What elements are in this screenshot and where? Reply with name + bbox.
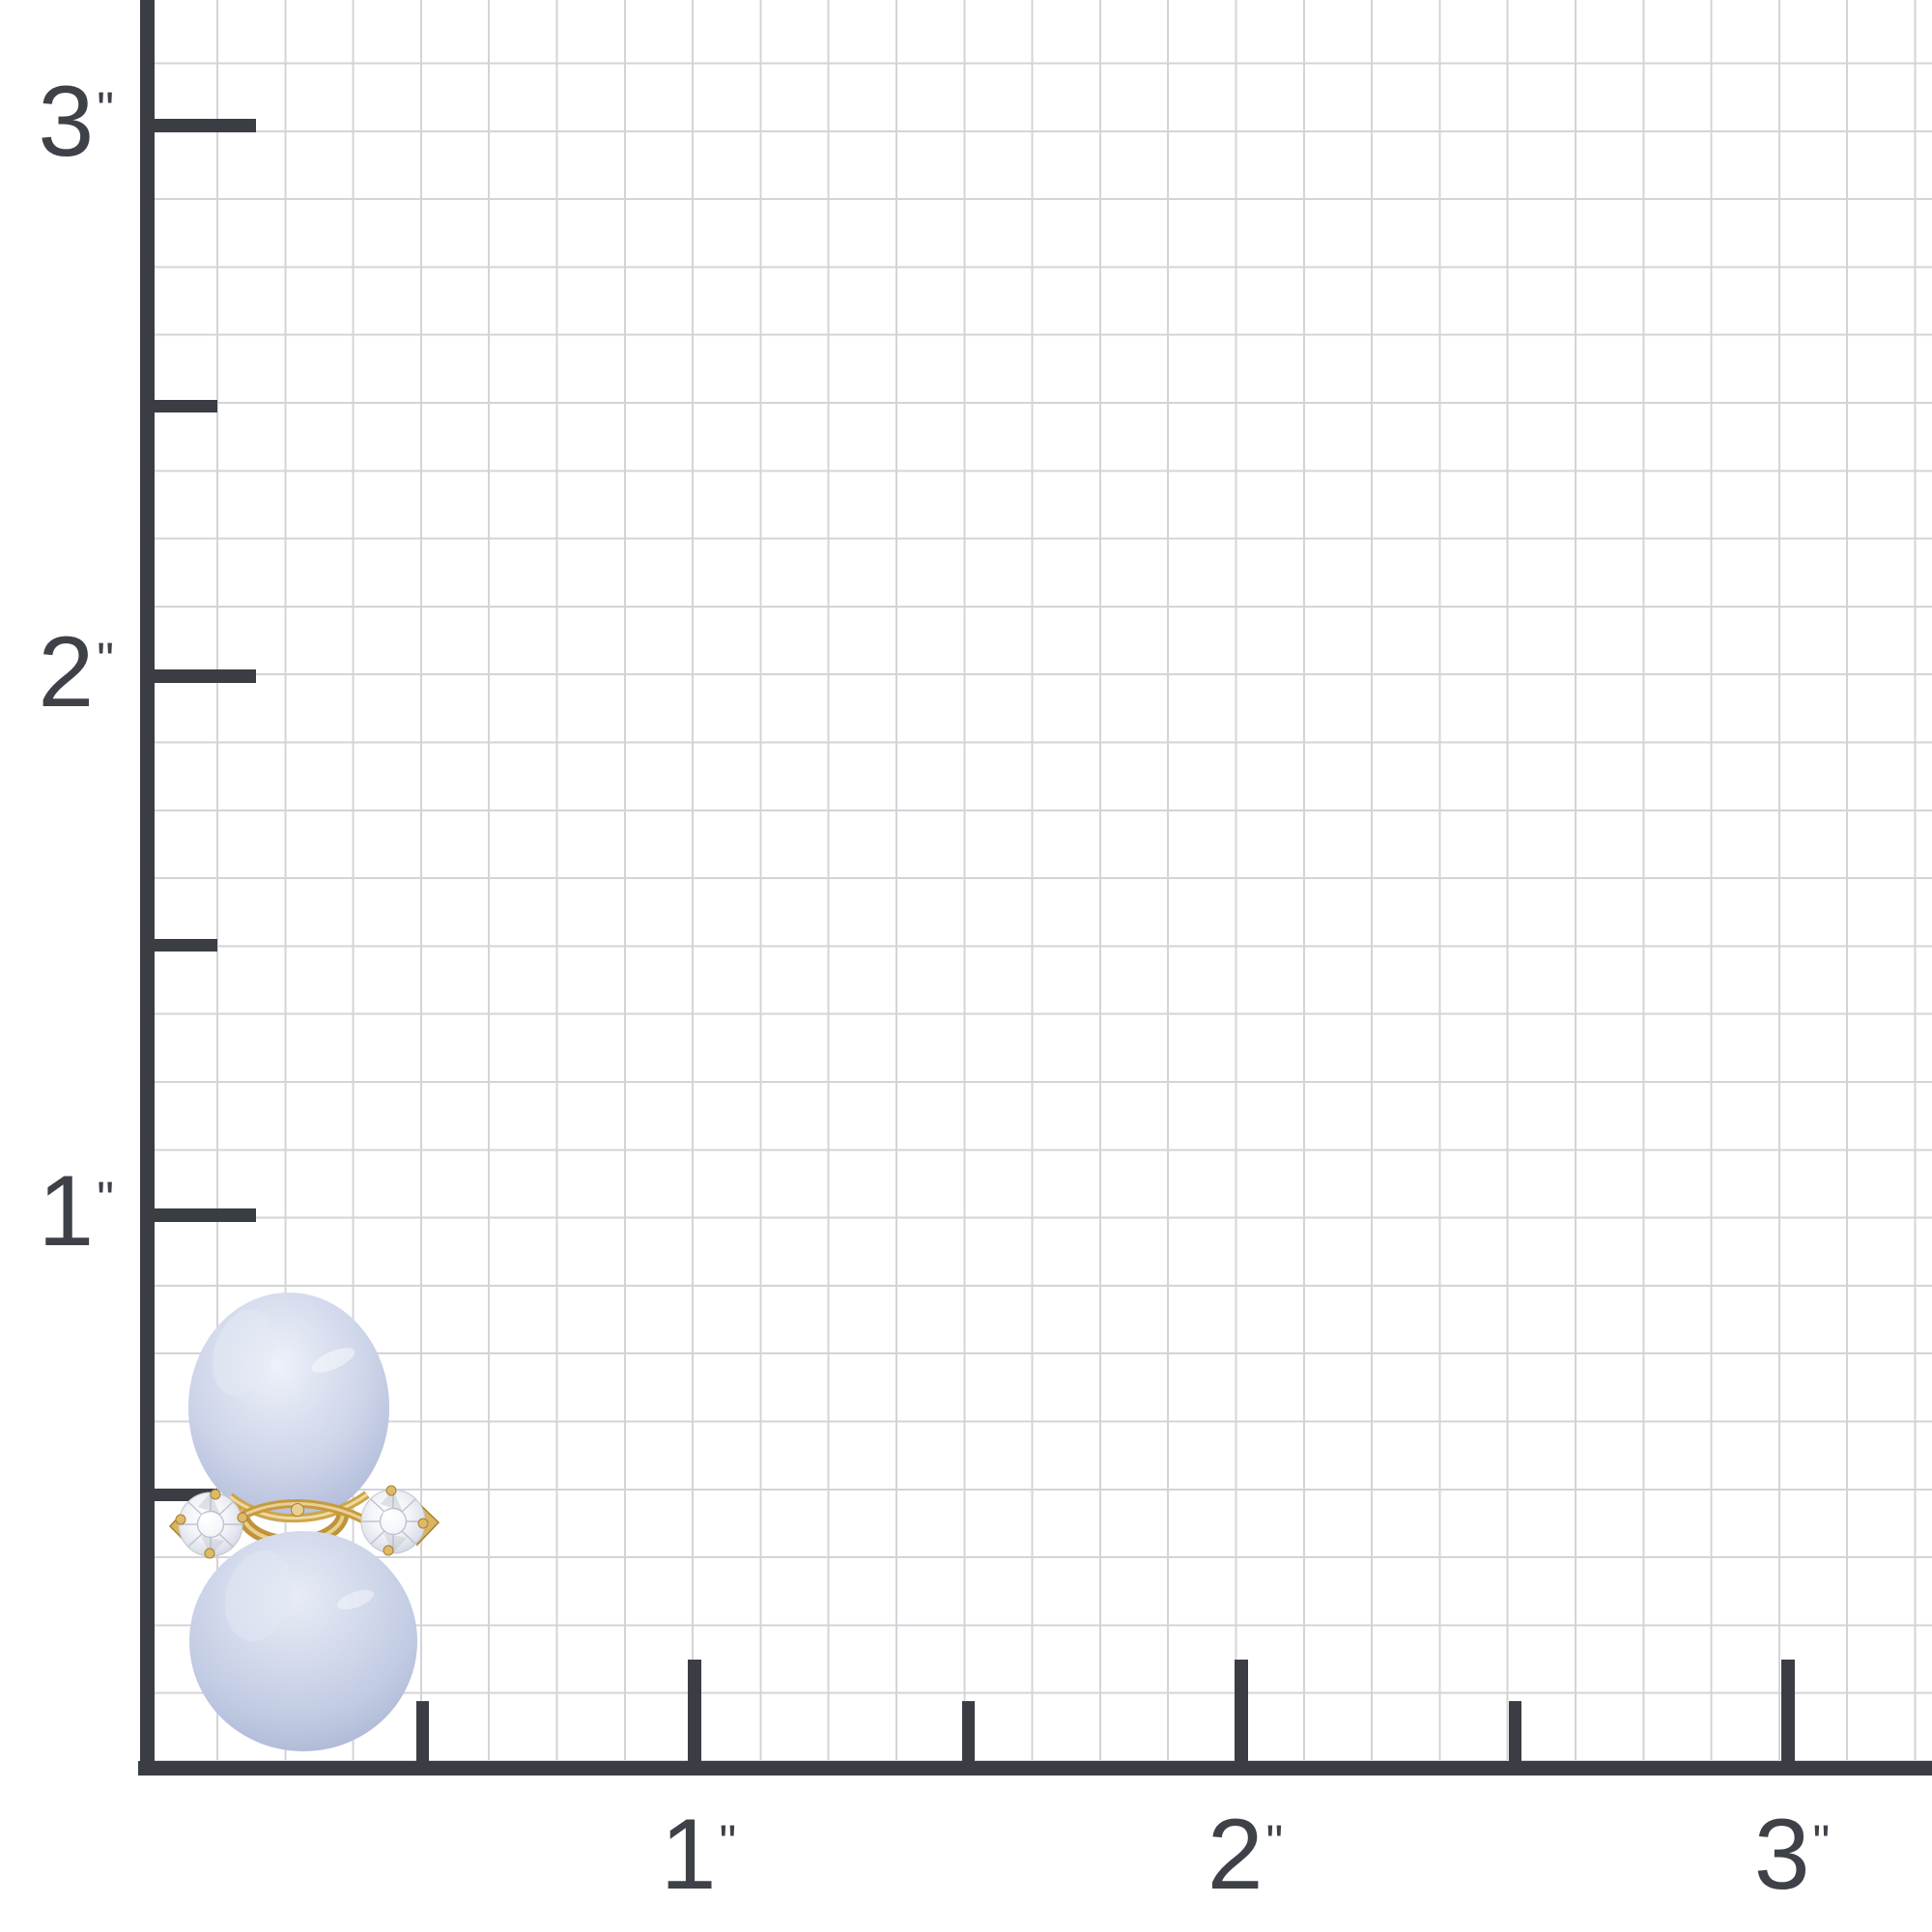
left-ruler-axis: [140, 0, 155, 1776]
jewelry-photo: [168, 1293, 440, 1751]
measurement-grid: [155, 0, 1932, 1761]
bottom-major-tick-3: [1781, 1660, 1795, 1761]
bottom-axis-label-3: 3 ": [1753, 1799, 1831, 1911]
left-axis-label-1: 1 ": [38, 1155, 114, 1267]
left-axis-label-3: 3 ": [38, 66, 114, 178]
chalcedony-sphere-top: [188, 1293, 389, 1522]
bottom-axis-label-2: 2 ": [1207, 1799, 1284, 1911]
diamond-left: [175, 1489, 248, 1559]
diamond-right: [360, 1485, 429, 1556]
bottom-ruler-axis: [138, 1761, 1932, 1776]
bottom-minor-tick: [416, 1701, 429, 1761]
bottom-minor-tick: [1509, 1701, 1521, 1761]
left-major-tick-1: [155, 1208, 256, 1222]
bottom-minor-tick: [962, 1701, 975, 1761]
left-minor-tick: [155, 939, 217, 952]
left-axis-label-2: 2 ": [38, 616, 114, 728]
left-major-tick-3: [155, 119, 256, 132]
bottom-axis-label-1: 1 ": [660, 1799, 737, 1911]
left-major-tick-2: [155, 669, 256, 683]
bottom-major-tick-2: [1235, 1660, 1248, 1761]
chalcedony-sphere-bottom: [189, 1531, 417, 1751]
left-minor-tick: [155, 400, 217, 412]
bottom-major-tick-1: [688, 1660, 701, 1761]
